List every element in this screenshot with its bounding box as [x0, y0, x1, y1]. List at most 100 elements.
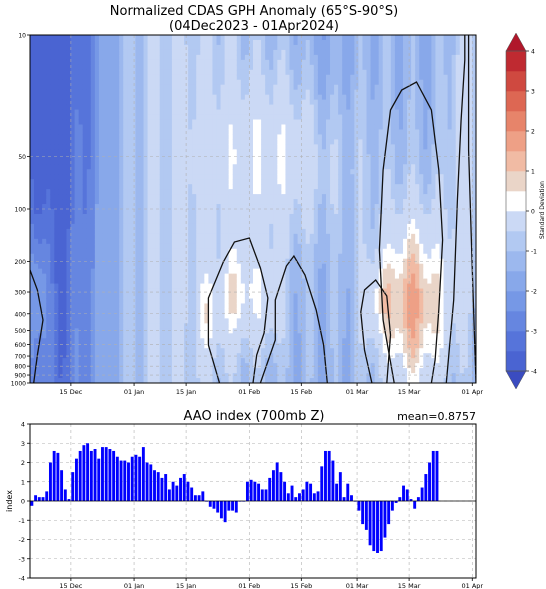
heatmap-cell: [285, 204, 291, 210]
heatmap-cell: [285, 84, 291, 91]
heatmap-cell: [58, 39, 64, 46]
heatmap-cell: [216, 94, 222, 101]
heatmap-cell: [228, 134, 234, 140]
heatmap-cell: [119, 253, 124, 260]
heatmap-cell: [285, 223, 291, 230]
heatmap-cell: [167, 273, 173, 280]
heatmap-cell: [317, 114, 323, 121]
heatmap-cell: [94, 218, 100, 225]
heatmap-cell: [257, 159, 262, 165]
heatmap-cell: [159, 114, 165, 121]
heatmap-cell: [135, 328, 141, 334]
heatmap-cell: [127, 179, 132, 185]
heatmap-cell: [297, 348, 303, 354]
heatmap-cell: [297, 333, 303, 339]
heatmap-cell: [119, 134, 124, 140]
heatmap-cell: [224, 278, 230, 285]
heatmap-cell: [94, 248, 100, 255]
heatmap-cell: [86, 258, 92, 265]
heatmap-cell: [102, 293, 108, 300]
heatmap-cell: [78, 134, 84, 140]
heatmap-cell: [244, 44, 250, 51]
heatmap-cell: [285, 218, 291, 225]
heatmap-cell: [94, 79, 100, 86]
heatmap-cell: [208, 184, 214, 190]
heatmap-cell: [163, 144, 169, 150]
heatmap-cell: [208, 114, 214, 121]
heatmap-cell: [74, 238, 80, 245]
heatmap-cell: [135, 248, 141, 255]
heatmap-cell: [46, 199, 51, 205]
heatmap-cell: [240, 64, 246, 71]
heatmap-cell: [220, 278, 226, 285]
heatmap-cell: [228, 308, 234, 314]
heatmap-cell: [74, 184, 80, 190]
heatmap-cell: [248, 64, 254, 71]
heatmap-cell: [135, 333, 141, 339]
heatmap-cell: [297, 139, 303, 145]
heatmap-cell: [277, 348, 282, 354]
heatmap-cell: [115, 298, 120, 305]
heatmap-cell: [277, 159, 282, 165]
heatmap-cell: [82, 39, 88, 46]
heatmap-cell: [147, 318, 153, 324]
heatmap-cell: [212, 189, 218, 195]
heatmap-cell: [232, 35, 238, 41]
heatmap-cell: [98, 59, 104, 66]
heatmap-cell: [232, 283, 238, 290]
heatmap-cell: [163, 104, 169, 111]
heatmap-cell: [313, 49, 319, 56]
heatmap-cell: [62, 199, 68, 205]
heatmap-cell: [313, 223, 319, 230]
heatmap-cell: [66, 189, 72, 195]
heatmap-cell: [240, 268, 246, 275]
heatmap-cell: [175, 159, 181, 165]
heatmap-cell: [111, 263, 116, 270]
heatmap-cell: [265, 174, 270, 180]
heatmap-cell: [38, 318, 43, 324]
heatmap-cell: [188, 293, 193, 300]
heatmap-cell: [180, 204, 185, 210]
heatmap-cell: [248, 308, 254, 314]
heatmap-cell: [42, 348, 47, 354]
heatmap-cell: [277, 129, 282, 136]
heatmap-cell: [82, 119, 88, 126]
heatmap-cell: [86, 79, 92, 86]
heatmap-cell: [204, 233, 209, 240]
heatmap-cell: [281, 114, 287, 121]
heatmap-cell: [248, 129, 254, 136]
heatmap-cell: [293, 338, 299, 344]
heatmap-cell: [236, 333, 242, 339]
heatmap-cell: [257, 218, 262, 225]
heatmap-cell: [297, 373, 303, 379]
heatmap-cell: [147, 69, 153, 76]
heatmap-cell: [82, 79, 88, 86]
heatmap-cell: [281, 209, 287, 215]
heatmap-cell: [265, 164, 270, 170]
heatmap-cell: [232, 169, 238, 175]
heatmap-cell: [78, 288, 84, 295]
heatmap-cell: [317, 134, 323, 140]
heatmap-cell: [293, 104, 299, 111]
heatmap-cell: [42, 59, 47, 66]
heatmap-cell: [123, 99, 128, 106]
heatmap-cell: [66, 209, 72, 215]
heatmap-cell: [188, 378, 193, 383]
heatmap-cell: [123, 139, 128, 145]
heatmap-cell: [212, 308, 218, 314]
heatmap-cell: [171, 164, 177, 170]
heatmap-cell: [220, 89, 226, 96]
heatmap-cell: [289, 268, 295, 275]
heatmap-cell: [82, 59, 88, 66]
heatmap-cell: [240, 228, 246, 235]
heatmap-cell: [309, 263, 315, 270]
heatmap-cell: [220, 114, 226, 121]
heatmap-cell: [58, 333, 64, 339]
heatmap-cell: [212, 144, 218, 150]
heatmap-cell: [265, 35, 270, 41]
heatmap-cell: [204, 343, 209, 349]
heatmap-cell: [240, 169, 246, 175]
heatmap-cell: [196, 323, 201, 329]
heatmap-cell: [155, 273, 161, 280]
heatmap-cell: [107, 199, 112, 205]
